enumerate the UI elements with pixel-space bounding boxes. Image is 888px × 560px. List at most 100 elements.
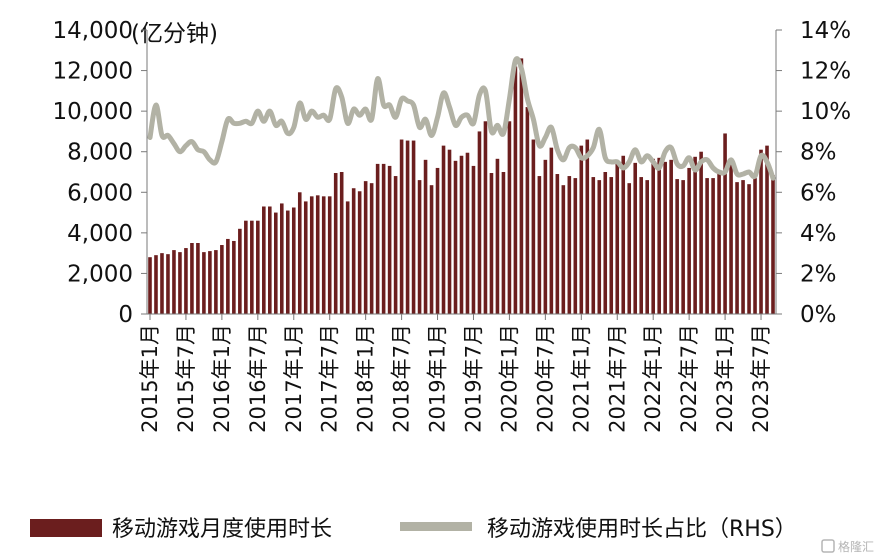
right-tick-label: 6% bbox=[800, 180, 837, 206]
bar bbox=[495, 158, 500, 314]
bar bbox=[351, 188, 356, 314]
bar bbox=[627, 183, 632, 314]
left-tick-label: 2,000 bbox=[67, 261, 133, 287]
x-axis: 2015年1月 2015年7月 2016年1月 2016年7月 2017年1月 2017年… bbox=[138, 313, 776, 433]
x-tick-label: 2019年1月 bbox=[426, 324, 450, 433]
bar bbox=[453, 160, 458, 314]
x-tick-label: 2017年1月 bbox=[282, 324, 306, 433]
bar bbox=[381, 163, 386, 314]
bar bbox=[741, 180, 745, 314]
bar bbox=[609, 177, 614, 314]
bar bbox=[262, 206, 266, 314]
bar bbox=[339, 172, 344, 314]
right-tick-label: 12% bbox=[800, 59, 851, 85]
x-tick-label: 2022年1月 bbox=[641, 324, 665, 433]
bar bbox=[633, 162, 638, 314]
bar bbox=[585, 139, 590, 314]
left-tick-label: 4,000 bbox=[67, 221, 133, 247]
x-tick-label: 2016年1月 bbox=[210, 324, 234, 433]
bar bbox=[220, 245, 224, 314]
bar bbox=[399, 139, 404, 314]
bar bbox=[537, 176, 542, 314]
bar bbox=[693, 156, 697, 314]
bar-series bbox=[148, 58, 775, 315]
bar bbox=[279, 203, 284, 314]
bar bbox=[717, 169, 721, 314]
bar bbox=[321, 196, 326, 314]
bar bbox=[579, 145, 584, 314]
bar bbox=[196, 243, 200, 314]
bar bbox=[441, 145, 446, 314]
watermark-text: 格隆汇 bbox=[838, 539, 874, 554]
bar bbox=[387, 165, 392, 314]
bar bbox=[543, 159, 548, 314]
bar bbox=[663, 161, 667, 314]
x-tick-label: 2019年7月 bbox=[461, 324, 485, 433]
bar bbox=[411, 140, 416, 314]
bar bbox=[459, 155, 464, 314]
bar bbox=[309, 196, 314, 314]
bar bbox=[393, 176, 398, 314]
bar bbox=[208, 251, 212, 314]
bar bbox=[148, 257, 152, 314]
bar bbox=[268, 206, 272, 314]
left-tick-label: 14,000 bbox=[53, 18, 133, 44]
left-tick-label: 12,000 bbox=[53, 59, 133, 85]
bar bbox=[681, 180, 685, 314]
bar bbox=[465, 152, 470, 314]
right-tick-label: 14% bbox=[800, 18, 851, 44]
bar bbox=[771, 175, 775, 314]
x-tick-label: 2022年7月 bbox=[677, 324, 701, 433]
bar bbox=[765, 145, 769, 314]
left-tick-label: 6,000 bbox=[67, 180, 133, 206]
bar bbox=[669, 159, 673, 314]
x-tick-label: 2015年1月 bbox=[138, 324, 162, 433]
bar bbox=[190, 243, 194, 314]
bar bbox=[154, 255, 158, 314]
bar bbox=[597, 180, 602, 314]
watermark-logo-icon bbox=[821, 539, 835, 553]
bar bbox=[375, 163, 380, 314]
bar bbox=[513, 66, 518, 314]
line-series bbox=[147, 56, 776, 181]
bar bbox=[747, 184, 751, 314]
bar bbox=[687, 167, 691, 314]
bar bbox=[274, 212, 278, 314]
bar bbox=[735, 182, 739, 314]
bar bbox=[297, 192, 302, 314]
bar bbox=[327, 196, 332, 314]
bar bbox=[753, 178, 757, 314]
line-path bbox=[147, 56, 776, 181]
bar bbox=[591, 177, 596, 314]
bar bbox=[501, 172, 506, 314]
x-tick-label: 2017年7月 bbox=[318, 324, 342, 433]
bar bbox=[561, 185, 566, 314]
right-tick-label: 2% bbox=[800, 261, 837, 287]
x-tick-label: 2015年7月 bbox=[174, 324, 198, 433]
bar bbox=[549, 147, 554, 314]
bar bbox=[417, 180, 422, 314]
bar bbox=[447, 149, 452, 314]
left-tick-label: 10,000 bbox=[53, 99, 133, 125]
bar bbox=[531, 139, 536, 314]
bar bbox=[202, 252, 206, 314]
bar bbox=[477, 131, 482, 314]
bar bbox=[315, 195, 320, 314]
x-tick-label: 2020年7月 bbox=[533, 324, 557, 433]
bar bbox=[675, 179, 679, 314]
bar bbox=[759, 149, 763, 314]
left-axis: 0 2,000 4,000 6,000 8,000 10,000 12,000 14,000 bbox=[53, 18, 148, 328]
bar bbox=[333, 173, 338, 314]
bar bbox=[603, 172, 608, 314]
left-tick-label: 8,000 bbox=[67, 140, 133, 166]
bar bbox=[244, 220, 248, 314]
left-tick-label: 0 bbox=[118, 302, 133, 328]
bar bbox=[214, 250, 218, 314]
bar bbox=[291, 207, 296, 314]
right-tick-label: 8% bbox=[800, 140, 837, 166]
legend: 移动游戏月度使用时长 移动游戏使用时长占比（RHS） bbox=[30, 517, 797, 542]
x-tick-label: 2021年7月 bbox=[605, 324, 629, 433]
bar bbox=[645, 180, 649, 314]
bar bbox=[232, 240, 236, 314]
bar bbox=[238, 228, 242, 314]
